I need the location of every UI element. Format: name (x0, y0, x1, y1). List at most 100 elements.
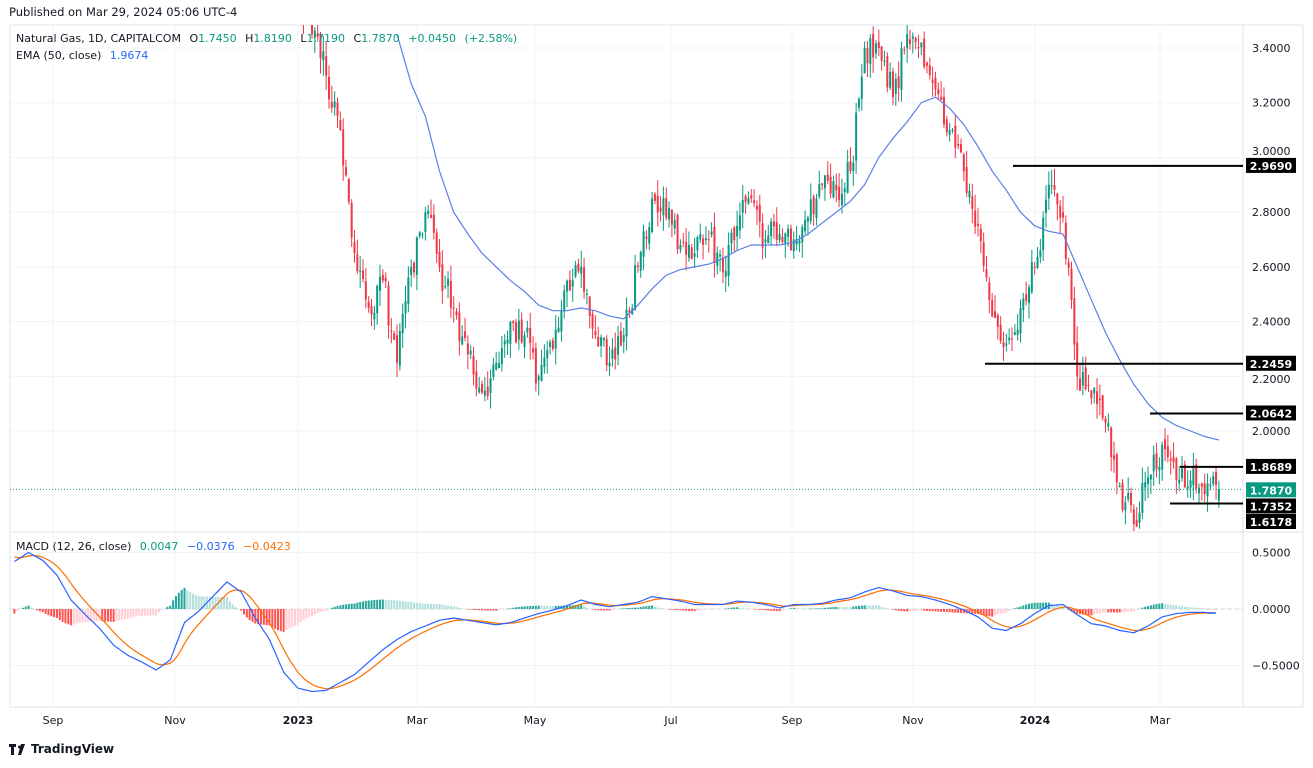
candle-body (568, 279, 571, 291)
candle-body (957, 144, 960, 146)
change-percent: (+2.58%) (464, 32, 518, 45)
candle-body (333, 101, 336, 108)
candle-body (551, 340, 554, 349)
candle-body (704, 238, 707, 241)
candle-body (979, 228, 982, 242)
macd-histogram-bar (313, 609, 316, 615)
macd-histogram-bar (999, 609, 1002, 614)
macd-histogram-bar (104, 609, 107, 622)
macd-histogram-bar (75, 609, 78, 624)
macd-histogram-bar (940, 609, 943, 612)
macd-histogram-bar (339, 605, 342, 609)
macd-histogram-bar (38, 609, 41, 612)
candle-body (322, 51, 325, 61)
macd-histogram-bar (109, 609, 112, 622)
candle-body (860, 76, 863, 100)
candle-body (549, 342, 552, 347)
macd-histogram-bar (826, 607, 829, 609)
candle-body (1042, 217, 1045, 251)
candle-body (1104, 418, 1107, 423)
macd-histogram-bar (886, 608, 889, 609)
macd-histogram-bar (738, 607, 741, 609)
candle-body (874, 43, 877, 54)
macd-histogram-bar (702, 609, 705, 611)
macd-histogram-bar (693, 609, 696, 612)
candle-body (724, 270, 727, 277)
macd-histogram-bar (744, 608, 747, 610)
macd-histogram-bar (815, 608, 818, 609)
macd-histogram-bar (619, 608, 622, 610)
candle-body (880, 46, 883, 61)
macd-histogram-bar (296, 609, 299, 626)
macd-histogram-bar (676, 609, 679, 611)
level-price-label: 2.9690 (1250, 160, 1293, 173)
candle-body (588, 296, 591, 317)
macd-histogram-bar (464, 608, 467, 610)
candle-body (1152, 454, 1155, 472)
tradingview-brand[interactable]: TradingView (9, 742, 114, 756)
candle-body (656, 195, 659, 213)
candle-body (1118, 485, 1121, 488)
candle-body (418, 232, 421, 237)
macd-histogram-bar (1010, 609, 1013, 610)
macd-histogram-bar (1056, 605, 1059, 609)
symbol-title[interactable]: Natural Gas, 1D, CAPITALCOM (16, 32, 181, 45)
candle-body (1164, 439, 1167, 450)
candle-body (313, 30, 316, 38)
macd-histogram-bar (70, 609, 73, 626)
macd-histogram-bar (500, 609, 503, 610)
candle-body (897, 76, 900, 89)
macd-histogram-bar (829, 607, 832, 609)
candle-body (690, 247, 693, 260)
macd-histogram-bar (503, 608, 506, 610)
macd-histogram-bar (1016, 607, 1019, 609)
macd-histogram-bar (1008, 609, 1011, 611)
candle-body (645, 236, 648, 239)
ema-label[interactable]: EMA (50, close) (16, 49, 102, 62)
close-label: C (353, 32, 362, 45)
macd-histogram-bar (203, 596, 206, 609)
macd-histogram-bar (418, 603, 421, 609)
price-tick-label: 3.2000 (1252, 97, 1291, 110)
macd-histogram-bar (262, 609, 265, 625)
candle-body (713, 226, 716, 263)
candle-body (347, 179, 350, 203)
macd-histogram-bar (1189, 607, 1192, 609)
candle-body (679, 244, 682, 250)
macd-histogram-bar (478, 609, 481, 611)
macd-histogram-bar (775, 609, 778, 612)
macd-histogram-bar (1209, 608, 1212, 610)
tradingview-logo-icon (9, 743, 27, 755)
macd-histogram-bar (64, 609, 67, 624)
macd-histogram-bar (891, 609, 894, 610)
candle-body (1181, 468, 1184, 478)
macd-histogram-bar (772, 609, 775, 611)
candle-body (566, 280, 569, 292)
macd-histogram-bar (1164, 603, 1167, 609)
macd-histogram-bar (574, 605, 577, 609)
macd-histogram-bar (1090, 609, 1093, 616)
candle-body (506, 339, 509, 344)
macd-histogram-bar (379, 599, 382, 609)
macd-histogram-bar (1084, 609, 1087, 615)
candle-body (628, 310, 631, 313)
candle-body (917, 46, 920, 49)
candle-body (449, 280, 452, 308)
candle-body (526, 327, 529, 333)
macd-histogram-bar (1013, 608, 1016, 609)
macd-histogram-bar (1183, 606, 1186, 609)
macd-histogram-bar (259, 609, 262, 625)
macd-histogram-bar (155, 609, 158, 616)
candle-body (908, 39, 911, 45)
macd-histogram-bar (257, 609, 260, 625)
candle-body (407, 277, 410, 305)
candle-body (379, 276, 382, 291)
macd-label[interactable]: MACD (12, 26, close) (16, 540, 132, 553)
candle-body (1158, 466, 1161, 471)
macd-histogram-bar (1039, 602, 1042, 609)
level-price-label-bg (1246, 157, 1296, 173)
candle-body (942, 96, 945, 125)
macd-histogram-bar (166, 606, 169, 609)
macd-histogram-bar (370, 600, 373, 609)
